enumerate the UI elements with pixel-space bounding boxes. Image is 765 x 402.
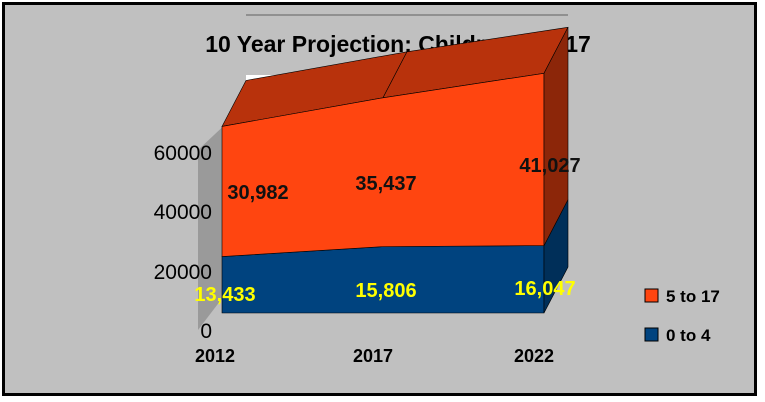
legend-label: 5 to 17: [666, 287, 720, 306]
data-label-0-to-4: 16,047: [514, 278, 575, 300]
data-label-0-to-4: 15,806: [355, 280, 416, 302]
x-tick-label: 2022: [514, 346, 554, 366]
legend-label: 0 to 4: [666, 326, 711, 345]
y-tick-label: 60000: [154, 142, 212, 165]
x-tick-label: 2012: [195, 346, 235, 366]
data-label-5-to-17: 35,437: [355, 173, 416, 195]
x-axis: 2012 2017 2022: [195, 346, 554, 366]
y-tick-label: 0: [200, 320, 212, 343]
y-tick-label: 40000: [154, 201, 212, 224]
y-axis: 0 20000 40000 60000: [154, 142, 212, 343]
x-tick-label: 2017: [353, 346, 393, 366]
area-5-to-17-side: [543, 27, 569, 246]
data-label-5-to-17: 30,982: [227, 182, 288, 204]
y-tick-label: 20000: [154, 261, 212, 284]
chart-areas: [221, 26, 569, 314]
data-label-0-to-4: 13,433: [194, 284, 255, 306]
legend: 5 to 17 0 to 4: [644, 287, 720, 345]
data-labels: 30,982 35,437 41,027 13,433 15,806 16,047: [194, 155, 580, 306]
data-label-5-to-17: 41,027: [519, 155, 580, 177]
legend-swatch: [644, 327, 659, 342]
legend-swatch: [644, 288, 659, 303]
